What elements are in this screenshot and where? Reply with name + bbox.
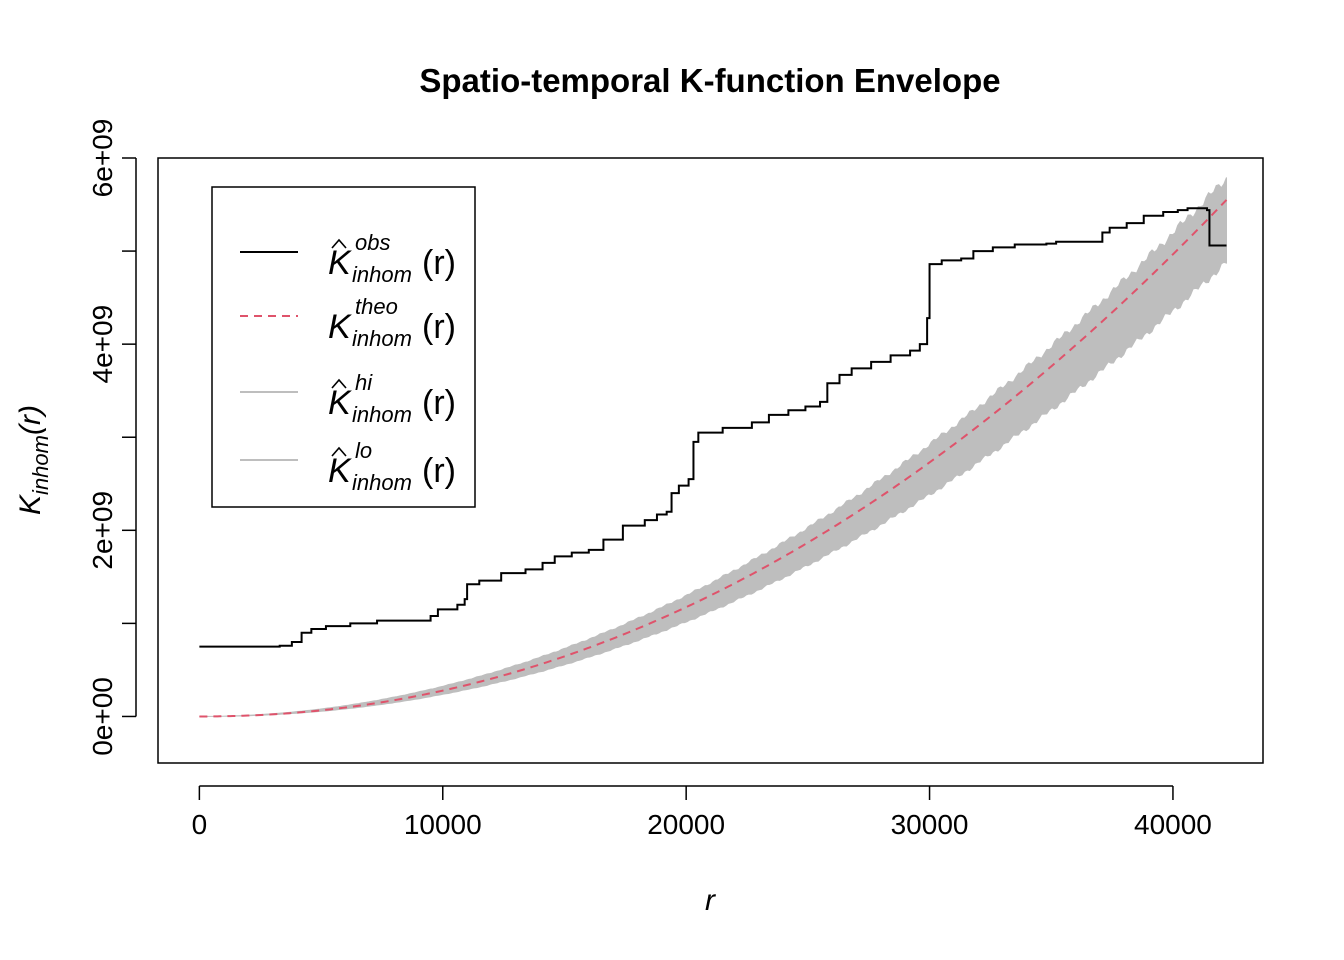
- y-axis-label-arg: (r): [14, 405, 47, 435]
- legend-sup: obs: [355, 230, 390, 255]
- legend-sub: inhom: [352, 470, 412, 495]
- svg-text:Kinhom(r): Kinhom(r): [14, 405, 53, 515]
- y-tick-label: 4e+09: [87, 305, 118, 384]
- legend-base: K: [328, 308, 352, 346]
- legend-sub: inhom: [352, 402, 412, 427]
- y-axis-label-sub: inhom: [28, 435, 53, 495]
- legend-label-hi: Khi inhom (r): [328, 370, 456, 427]
- chart-title: Spatio-temporal K-function Envelope: [419, 62, 1000, 99]
- legend-sup: lo: [355, 438, 372, 463]
- legend-sub: inhom: [352, 262, 412, 287]
- legend-sub: inhom: [352, 326, 412, 351]
- legend-sup: theo: [355, 294, 398, 319]
- plot-frame: [157, 157, 1264, 764]
- x-tick-label: 30000: [891, 809, 969, 840]
- legend-hat-mark: [331, 378, 347, 389]
- x-axis-label: r: [705, 884, 716, 917]
- y-tick-label: 6e+09: [87, 119, 118, 198]
- envelope-band: [199, 177, 1227, 717]
- legend-hat-mark: [331, 446, 347, 457]
- legend-sup: hi: [355, 370, 373, 395]
- x-tick-label: 40000: [1134, 809, 1212, 840]
- series-obs-line: [199, 207, 1227, 648]
- legend-label-lo: Klo inhom (r): [328, 438, 456, 495]
- legend-arg: (r): [422, 452, 456, 490]
- series-theo-line: [199, 199, 1228, 718]
- x-axis: 0 10000 20000 30000 40000: [192, 785, 1212, 840]
- legend-hat-mark: [331, 238, 347, 249]
- legend-base: K: [328, 452, 352, 490]
- plot-area: [199, 177, 1228, 718]
- y-axis-label-base: K: [14, 493, 47, 515]
- legend-base: K: [328, 384, 352, 422]
- y-tick-label: 2e+09: [87, 491, 118, 570]
- legend-arg: (r): [422, 308, 456, 346]
- y-axis: 0e+00 2e+09 4e+09 6e+09: [87, 119, 137, 756]
- x-tick-label: 0: [192, 809, 208, 840]
- legend-arg: (r): [422, 384, 456, 422]
- legend-base: K: [328, 244, 352, 282]
- x-tick-label: 10000: [404, 809, 482, 840]
- x-tick-label: 20000: [647, 809, 725, 840]
- y-tick-label: 0e+00: [87, 677, 118, 756]
- legend-arg: (r): [422, 244, 456, 282]
- y-axis-label: Kinhom(r): [14, 405, 53, 515]
